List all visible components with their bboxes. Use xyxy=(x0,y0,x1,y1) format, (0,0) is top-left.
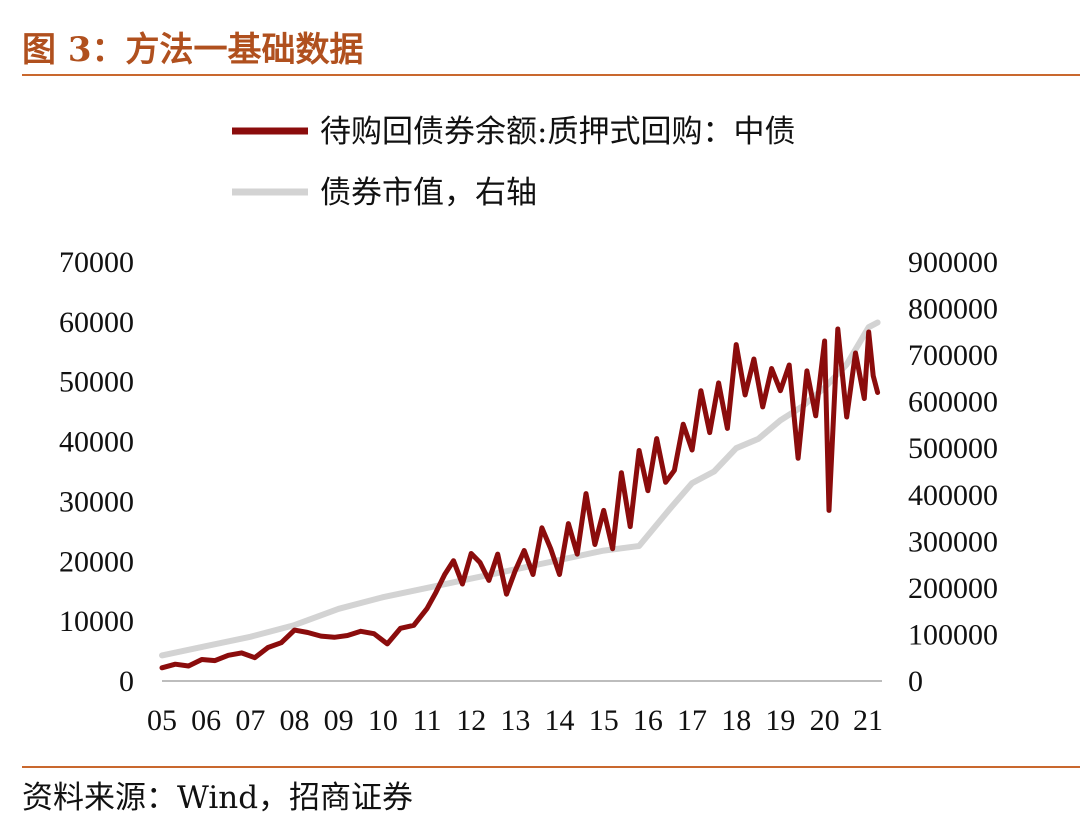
x-tick-label: 15 xyxy=(589,704,619,737)
x-tick-label: 10 xyxy=(368,704,398,737)
left-y-tick-label: 30000 xyxy=(59,485,134,518)
x-tick-label: 12 xyxy=(456,704,486,737)
legend-label-series1: 待购回债券余额:质押式回购：中债 xyxy=(320,114,795,150)
title-underline xyxy=(22,74,1080,76)
right-y-tick-label: 100000 xyxy=(908,618,998,651)
right-y-tick-label: 700000 xyxy=(908,339,998,372)
right-y-tick-label: 500000 xyxy=(908,432,998,465)
x-tick-label: 09 xyxy=(324,704,354,737)
left-y-axis: 0 10000 20000 30000 40000 50000 60000 70000 xyxy=(59,246,134,698)
left-y-tick-label: 40000 xyxy=(59,426,134,459)
x-tick-label: 11 xyxy=(413,704,442,737)
source-note: 资料来源：Wind，招商证券 xyxy=(22,780,414,816)
x-tick-label: 08 xyxy=(280,704,310,737)
right-y-tick-label: 200000 xyxy=(908,572,998,605)
plot-area xyxy=(159,319,881,671)
right-y-tick-label: 800000 xyxy=(908,293,998,326)
x-tick-label: 19 xyxy=(765,704,795,737)
x-tick-label: 16 xyxy=(633,704,663,737)
x-tick-label: 18 xyxy=(721,704,751,737)
series-line-bond-market-value xyxy=(159,319,881,659)
left-y-tick-label: 20000 xyxy=(59,545,134,578)
legend: 待购回债券余额:质押式回购：中债 债券市值，右轴 xyxy=(232,114,795,211)
x-tick-label: 20 xyxy=(810,704,840,737)
right-y-axis: 0 100000 200000 300000 400000 500000 600000 700… xyxy=(908,246,998,698)
right-y-tick-label: 400000 xyxy=(908,479,998,512)
x-tick-label: 21 xyxy=(853,704,883,737)
right-y-tick-label: 300000 xyxy=(908,525,998,558)
series-line-repo-balance xyxy=(159,326,881,671)
x-tick-label: 13 xyxy=(500,704,530,737)
footer-rule xyxy=(22,766,1080,768)
x-tick-label: 14 xyxy=(545,704,575,737)
figure-title: 图 3：方法一基础数据 xyxy=(22,30,364,70)
x-axis: 05 06 07 08 09 10 11 12 13 14 15 16 17 18 19 20 21 xyxy=(147,704,883,737)
left-y-tick-label: 70000 xyxy=(59,246,134,279)
left-y-tick-label: 0 xyxy=(119,665,134,698)
left-y-tick-label: 60000 xyxy=(59,306,134,339)
left-y-tick-label: 50000 xyxy=(59,366,134,399)
left-y-tick-label: 10000 xyxy=(59,605,134,638)
x-tick-label: 17 xyxy=(677,704,707,737)
right-y-tick-label: 600000 xyxy=(908,386,998,419)
x-tick-label: 05 xyxy=(147,704,177,737)
legend-label-series2: 债券市值，右轴 xyxy=(320,175,537,211)
right-y-tick-label: 900000 xyxy=(908,246,998,279)
right-y-tick-label: 0 xyxy=(908,665,923,698)
x-tick-label: 07 xyxy=(235,704,265,737)
x-tick-label: 06 xyxy=(191,704,221,737)
